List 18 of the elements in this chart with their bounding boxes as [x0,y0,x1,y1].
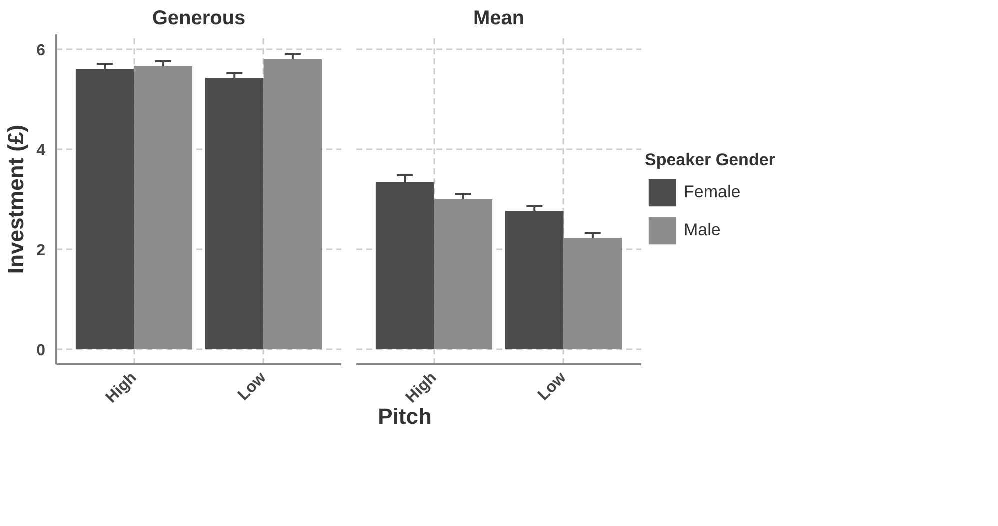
legend-label: Female [684,182,741,202]
y-axis-title: Investment (£) [4,124,29,274]
x-axis-title: Pitch [378,403,432,431]
y-tick-label: 2 [36,242,46,260]
legend-label: Male [684,220,721,240]
chart-title: Mean [473,8,525,30]
y-tick-label: 0 [36,342,46,360]
bar [205,78,264,350]
y-tick-label: 6 [36,42,46,60]
bar [76,69,134,350]
bar [505,211,564,350]
bar [134,66,193,350]
y-tick-label: 4 [36,142,46,160]
bar [434,199,493,350]
legend-title: Speaker Gender [645,150,776,170]
bar [564,238,622,350]
chart-title: Generous [152,8,246,30]
bar [264,60,322,350]
